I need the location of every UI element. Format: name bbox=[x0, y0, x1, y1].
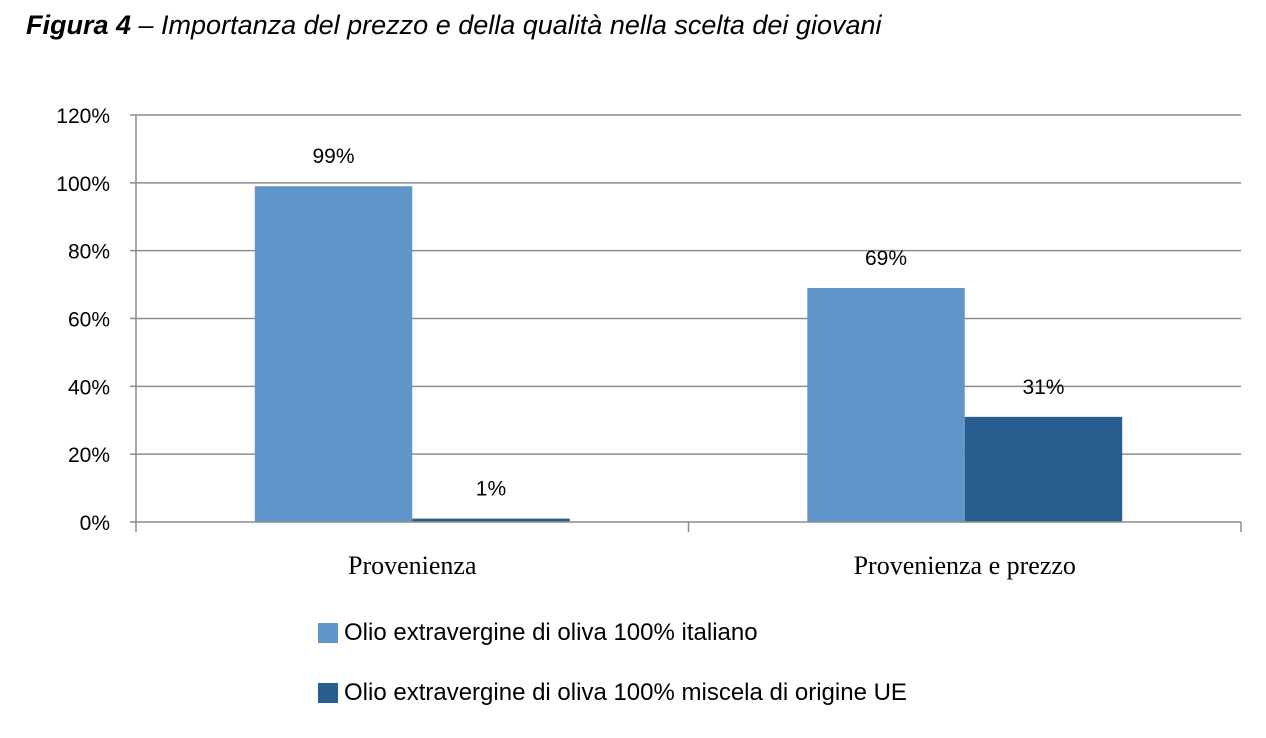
legend-item-italiano: Olio extravergine di oliva 100% italiano bbox=[318, 618, 907, 648]
data-label: 31% bbox=[1022, 376, 1064, 399]
x-category-label: Provenienza e prezzo bbox=[854, 551, 1076, 580]
y-tick-label: 0% bbox=[80, 512, 110, 535]
axes bbox=[130, 114, 1242, 532]
figure-caption-label: Figura 4 bbox=[26, 10, 132, 40]
y-tick-label: 60% bbox=[68, 309, 110, 332]
data-label: 1% bbox=[476, 478, 506, 501]
legend: Olio extravergine di oliva 100% italiano… bbox=[318, 618, 907, 738]
x-category-label: Provenienza bbox=[348, 551, 477, 580]
bar bbox=[412, 518, 570, 522]
y-tick-label: 100% bbox=[56, 173, 110, 196]
bar bbox=[254, 186, 413, 522]
figure-caption: Figura 4 – Importanza del prezzo e della… bbox=[26, 10, 882, 41]
data-label: 69% bbox=[865, 247, 907, 270]
y-tick-label: 80% bbox=[68, 241, 110, 264]
legend-swatch-miscela-ue bbox=[318, 683, 338, 703]
legend-label-italiano: Olio extravergine di oliva 100% italiano bbox=[344, 619, 758, 646]
bar bbox=[964, 416, 1123, 522]
bars bbox=[254, 186, 1123, 522]
legend-item-miscela-ue: Olio extravergine di oliva 100% miscela … bbox=[318, 678, 907, 708]
legend-label-miscela-ue: Olio extravergine di oliva 100% miscela … bbox=[344, 679, 907, 706]
data-label: 99% bbox=[313, 145, 355, 168]
bar-chart: 0% 20% 40% 60% 80% 100% 120% 99% 1% Provenienza 69… bbox=[56, 105, 1242, 580]
labels: 0% 20% 40% 60% 80% 100% 120% 99% 1% Provenienza 69… bbox=[56, 105, 1076, 580]
y-tick-label: 40% bbox=[68, 376, 110, 399]
legend-swatch-italiano bbox=[318, 623, 338, 643]
y-tick-label: 120% bbox=[56, 105, 110, 128]
bar bbox=[807, 287, 965, 522]
figure-caption-text: – Importanza del prezzo e della qualità … bbox=[131, 10, 882, 40]
y-tick-label: 20% bbox=[68, 444, 110, 467]
